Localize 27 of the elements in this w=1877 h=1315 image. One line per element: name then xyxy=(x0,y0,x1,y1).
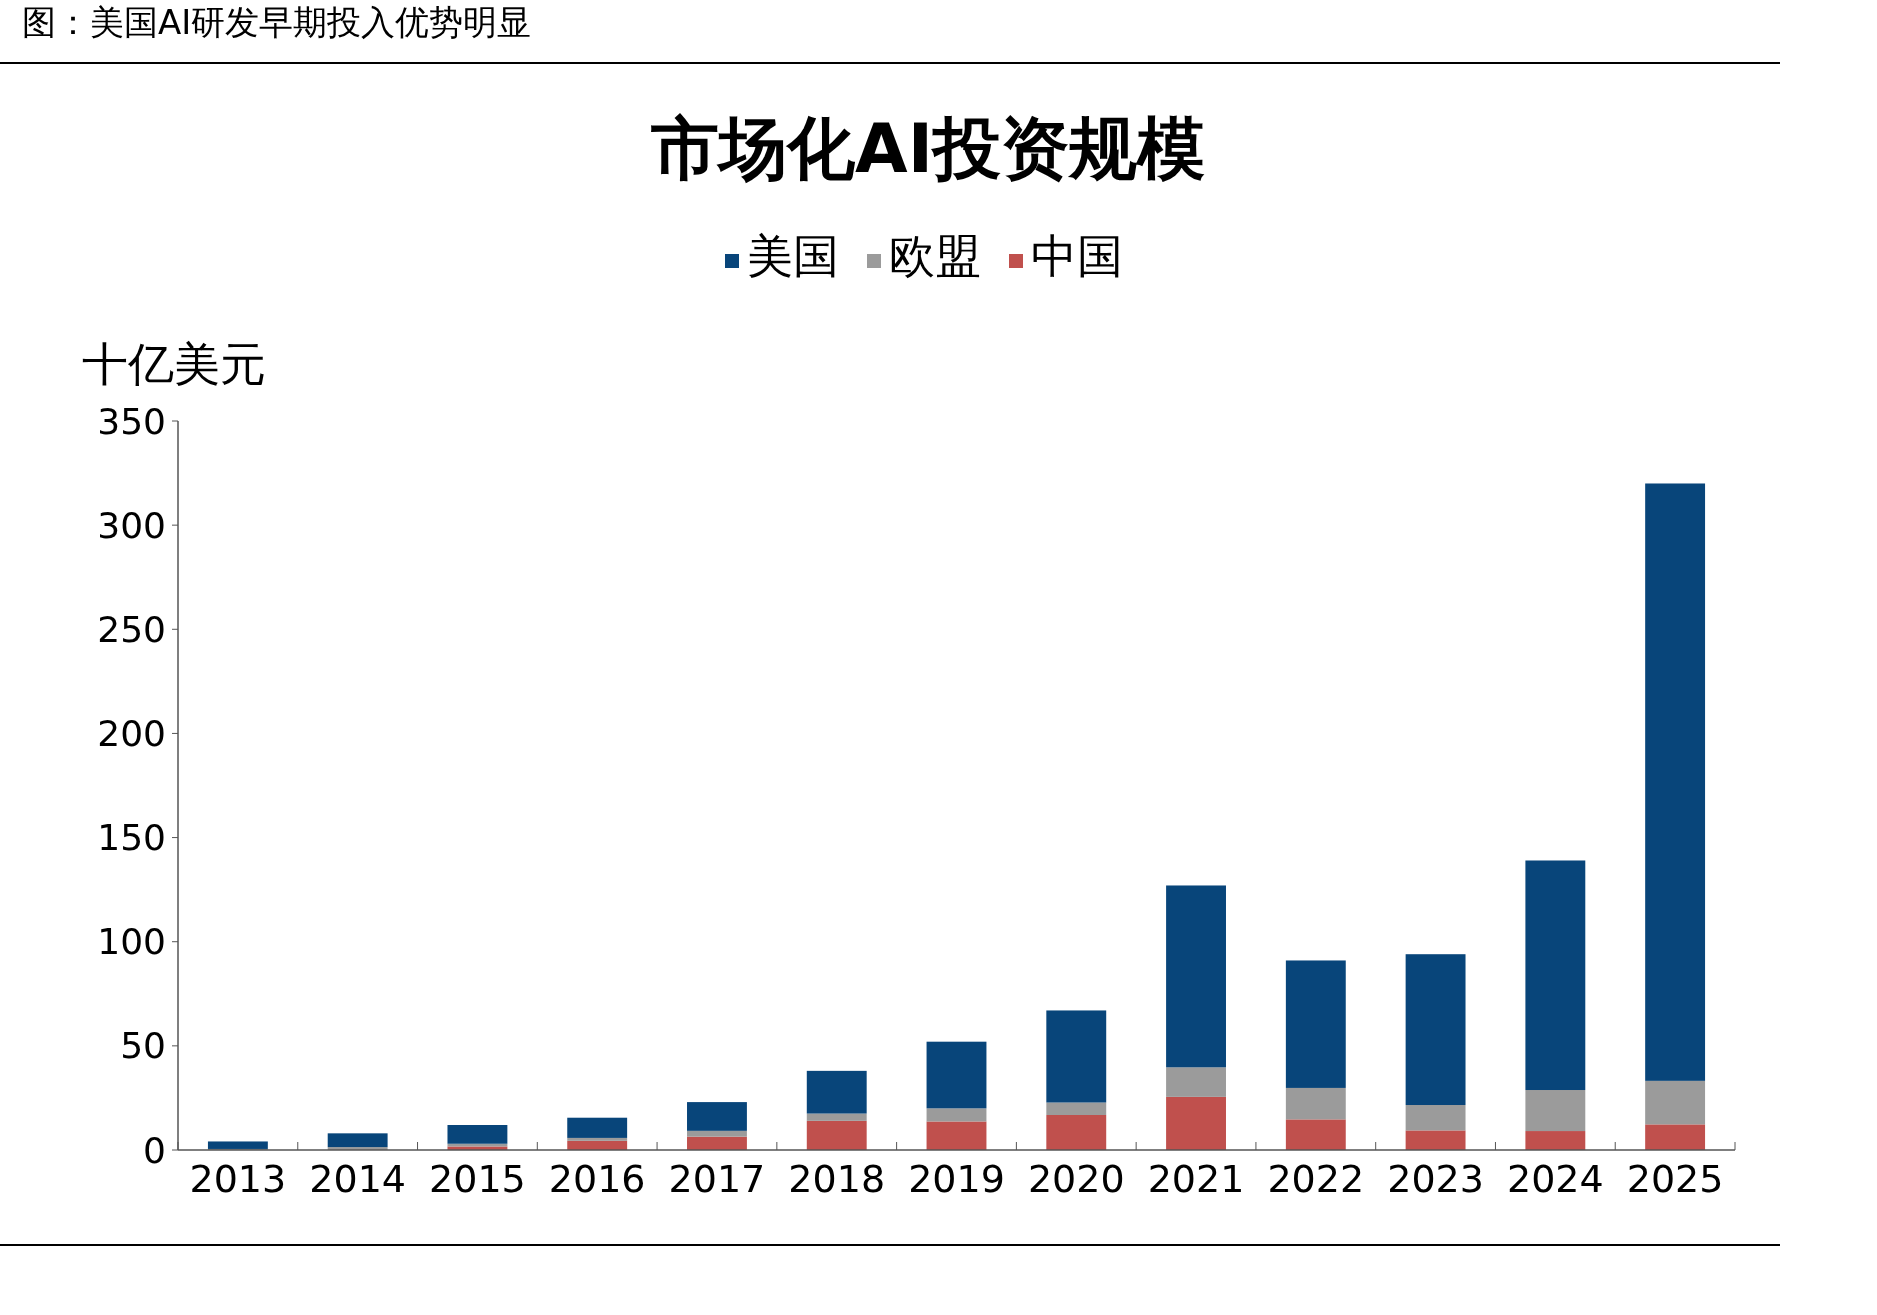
y-tick-label: 250 xyxy=(97,608,166,650)
legend-label: 美国 xyxy=(747,229,839,283)
x-tick-label: 2014 xyxy=(309,1157,407,1201)
y-axis-title: 十亿美元 xyxy=(82,337,266,391)
x-tick-label: 2025 xyxy=(1626,1157,1724,1201)
x-tick-label: 2017 xyxy=(668,1157,766,1201)
x-tick-label: 2019 xyxy=(908,1157,1005,1201)
x-tick-label: 2016 xyxy=(548,1157,646,1201)
x-tick-label: 2023 xyxy=(1387,1157,1484,1201)
x-tick-label: 2022 xyxy=(1267,1157,1365,1201)
x-tick-label: 2015 xyxy=(429,1157,526,1201)
x-tick-label: 2021 xyxy=(1147,1157,1245,1201)
y-tick-label: 150 xyxy=(97,817,166,859)
text: 图：美国AI研发早期投入优势明显 xyxy=(22,2,532,42)
legend-label: 欧盟 xyxy=(889,229,981,283)
y-tick-label: 200 xyxy=(97,712,166,754)
chart-title: 市场化AI投资规模 xyxy=(650,109,1205,188)
x-tick-label: 2020 xyxy=(1027,1157,1125,1201)
x-tick-label: 2024 xyxy=(1506,1157,1604,1201)
y-tick-label: 0 xyxy=(143,1129,166,1171)
x-tick-label: 2013 xyxy=(189,1157,287,1201)
x-tick-label: 2018 xyxy=(788,1157,886,1201)
legend-label: 中国 xyxy=(1031,229,1123,283)
y-tick-label: 100 xyxy=(97,921,166,963)
y-tick-label: 300 xyxy=(97,504,166,546)
y-tick-label: 350 xyxy=(97,400,166,442)
y-tick-label: 50 xyxy=(120,1025,166,1067)
